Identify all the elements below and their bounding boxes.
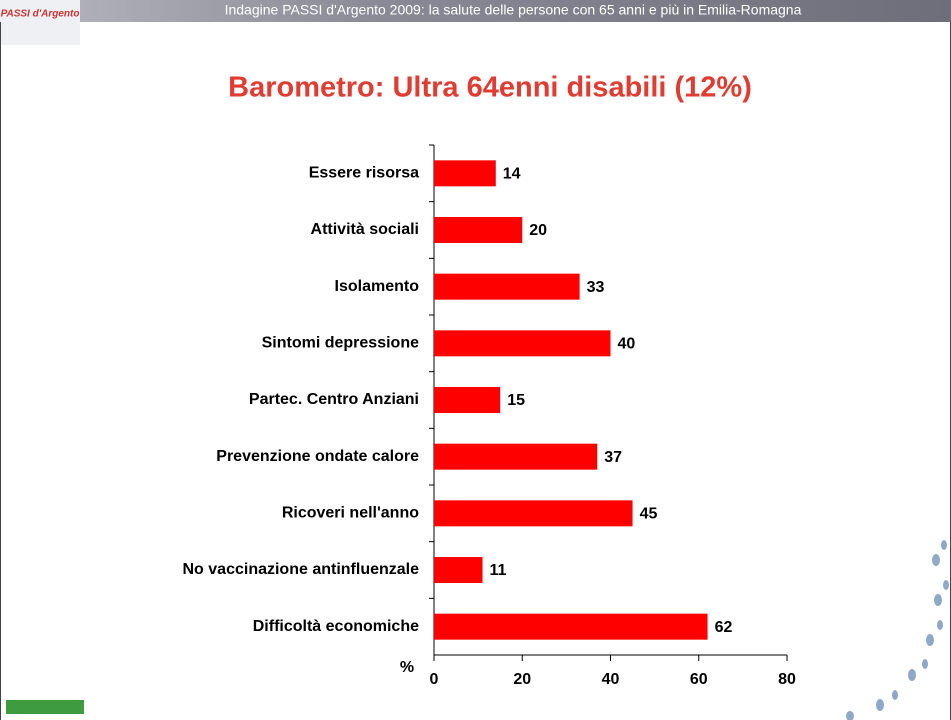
bar bbox=[434, 557, 483, 583]
value-label: 37 bbox=[604, 449, 622, 466]
bar bbox=[434, 500, 633, 527]
x-tick-label: 80 bbox=[778, 671, 796, 688]
chart-title: Barometro: Ultra 64enni disabili (12%) bbox=[228, 72, 752, 104]
y-tick-label: No vaccinazione antinfluenzale bbox=[183, 561, 420, 578]
value-label: 33 bbox=[587, 279, 605, 296]
footprints bbox=[846, 540, 949, 720]
region-logo bbox=[6, 700, 84, 714]
x-axis-label: % bbox=[400, 659, 414, 676]
header-bar bbox=[0, 0, 951, 22]
y-tick-label: Attività sociali bbox=[311, 221, 419, 238]
x-tick-label: 20 bbox=[513, 671, 531, 688]
header-text: Indagine PASSI d'Argento 2009: la salute… bbox=[225, 2, 802, 18]
y-tick-label: Isolamento bbox=[335, 278, 420, 295]
value-label: 40 bbox=[618, 336, 636, 353]
value-label: 15 bbox=[507, 392, 525, 409]
y-tick-label: Essere risorsa bbox=[309, 165, 419, 182]
y-tick-label: Prevenzione ondate calore bbox=[216, 448, 419, 465]
bar bbox=[434, 273, 580, 300]
y-tick-label: Difficoltà economiche bbox=[253, 618, 419, 635]
y-tick-label: Ricoveri nell'anno bbox=[282, 505, 419, 522]
logo-box bbox=[0, 0, 80, 45]
logo: PASSI d'Argento bbox=[1, 9, 80, 20]
y-tick-label: Sintomi depressione bbox=[262, 335, 419, 352]
value-label: 20 bbox=[529, 222, 547, 239]
bar bbox=[434, 443, 598, 470]
bar bbox=[434, 217, 523, 243]
value-label: 11 bbox=[490, 562, 507, 579]
bar bbox=[434, 330, 611, 357]
bar bbox=[434, 613, 708, 640]
value-label: 14 bbox=[503, 166, 521, 183]
bar bbox=[434, 387, 501, 413]
bar bbox=[434, 160, 496, 187]
y-tick-label: Partec. Centro Anziani bbox=[249, 391, 419, 408]
x-tick-label: 40 bbox=[602, 671, 620, 688]
x-tick-label: 60 bbox=[690, 671, 708, 688]
x-tick-label: 0 bbox=[430, 671, 439, 688]
value-label: 45 bbox=[640, 506, 658, 523]
value-label: 62 bbox=[715, 619, 733, 636]
